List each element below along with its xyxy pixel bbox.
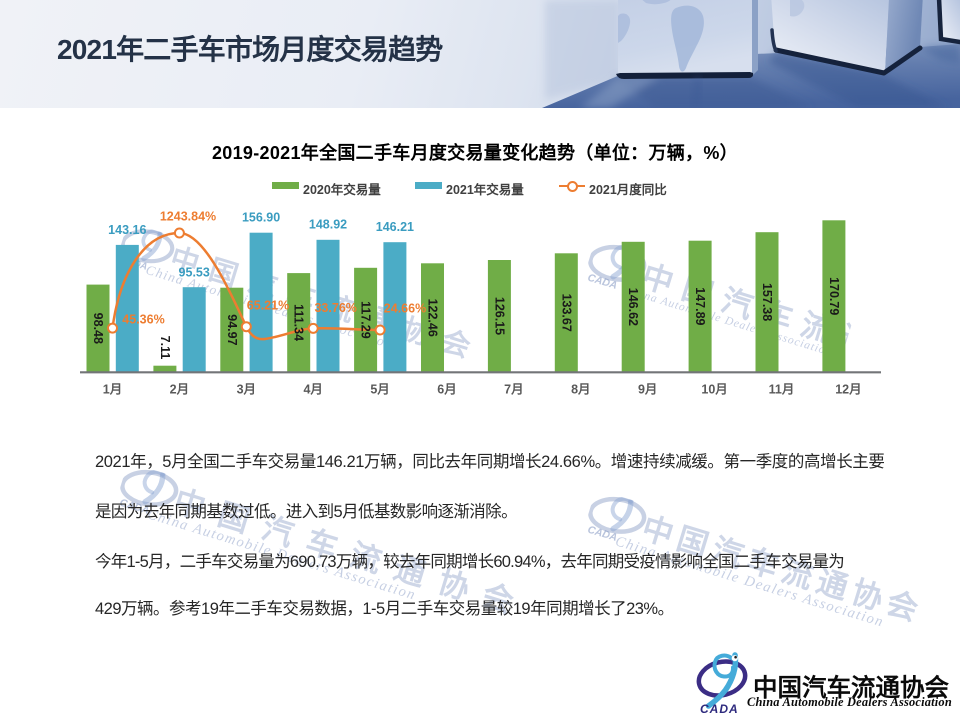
- svg-text:133.67: 133.67: [559, 294, 573, 332]
- svg-text:CADA: CADA: [700, 702, 739, 714]
- svg-text:33.76%: 33.76%: [314, 301, 356, 315]
- svg-text:8月: 8月: [571, 383, 590, 397]
- svg-text:98.48: 98.48: [91, 313, 105, 344]
- svg-text:143.16: 143.16: [108, 223, 146, 237]
- svg-text:7.11: 7.11: [158, 336, 172, 360]
- svg-text:7月: 7月: [504, 383, 523, 397]
- svg-text:1243.84%: 1243.84%: [160, 209, 216, 223]
- svg-text:95.53: 95.53: [179, 265, 210, 279]
- svg-text:156.90: 156.90: [242, 211, 280, 225]
- svg-text:111.34: 111.34: [292, 304, 306, 341]
- svg-text:117.29: 117.29: [359, 301, 373, 339]
- svg-text:2月: 2月: [170, 383, 189, 397]
- svg-text:65.21%: 65.21%: [247, 298, 289, 312]
- svg-text:12月: 12月: [835, 383, 861, 397]
- svg-text:146.21: 146.21: [376, 220, 414, 234]
- svg-text:146.62: 146.62: [626, 288, 640, 326]
- svg-text:45.36%: 45.36%: [122, 312, 164, 326]
- svg-text:11月: 11月: [769, 383, 795, 397]
- svg-text:9月: 9月: [638, 383, 657, 397]
- svg-text:126.15: 126.15: [492, 297, 506, 335]
- svg-text:94.97: 94.97: [225, 314, 239, 345]
- svg-text:122.46: 122.46: [426, 299, 440, 337]
- svg-text:10月: 10月: [701, 383, 727, 397]
- svg-text:5月: 5月: [370, 383, 389, 397]
- svg-text:147.89: 147.89: [693, 287, 707, 325]
- svg-text:4月: 4月: [303, 383, 322, 397]
- svg-text:148.92: 148.92: [309, 218, 347, 232]
- svg-text:157.38: 157.38: [760, 283, 774, 321]
- svg-text:1月: 1月: [103, 383, 122, 397]
- svg-text:3月: 3月: [237, 383, 256, 397]
- svg-text:24.66%: 24.66%: [384, 301, 426, 315]
- svg-text:6月: 6月: [437, 383, 456, 397]
- svg-text:170.79: 170.79: [827, 277, 841, 315]
